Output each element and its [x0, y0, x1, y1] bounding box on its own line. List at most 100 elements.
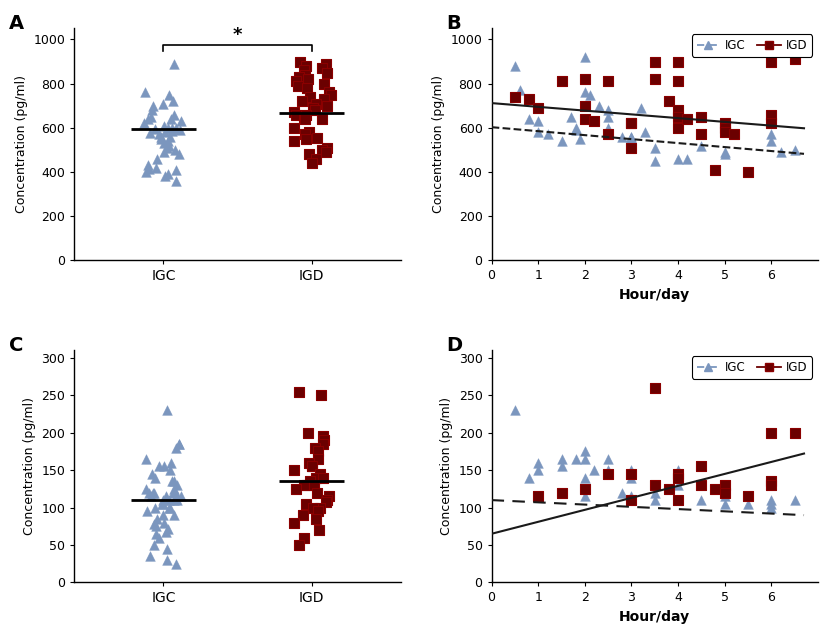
Point [167, 476, 181, 486]
Point [311, 454, 324, 464]
Point [302, 150, 316, 160]
Point [765, 118, 778, 128]
Point [149, 124, 162, 134]
Point [625, 134, 638, 144]
Point [167, 59, 181, 69]
Point [145, 105, 158, 115]
Point [307, 103, 320, 113]
Point [173, 125, 187, 135]
Y-axis label: Concentration (pg/ml): Concentration (pg/ml) [432, 75, 445, 213]
Point [290, 76, 303, 86]
Point [741, 491, 755, 502]
Point [709, 484, 722, 494]
Point [287, 107, 301, 118]
Point [522, 472, 536, 482]
Point [648, 156, 661, 166]
Point [555, 76, 568, 86]
Point [141, 114, 154, 124]
Point [765, 427, 778, 438]
Point [578, 100, 591, 111]
Point [139, 167, 152, 177]
Point [148, 502, 162, 512]
Point [157, 498, 170, 509]
Point [163, 132, 177, 142]
Point [531, 465, 545, 475]
Point [320, 495, 333, 505]
Point [161, 142, 174, 153]
Point [299, 114, 312, 124]
Point [671, 76, 685, 86]
Point [718, 150, 731, 160]
Point [300, 61, 313, 71]
Point [165, 126, 178, 136]
Point [671, 495, 685, 505]
Point [718, 118, 731, 128]
Point [292, 387, 305, 397]
Point [309, 443, 322, 453]
Point [695, 112, 708, 122]
Point [306, 158, 319, 168]
Point [671, 472, 685, 482]
Point [625, 495, 638, 505]
Point [143, 128, 157, 139]
Point [555, 136, 568, 146]
Point [765, 109, 778, 119]
Point [625, 132, 638, 142]
Point [765, 495, 778, 505]
Point [625, 118, 638, 128]
Point [531, 127, 545, 137]
Point [302, 427, 315, 438]
Point [788, 495, 801, 505]
Point [310, 488, 323, 498]
Point [625, 491, 638, 502]
Point [695, 495, 708, 505]
Point [671, 469, 685, 479]
Point [317, 439, 330, 449]
Point [671, 465, 685, 475]
Point [157, 147, 171, 157]
Point [142, 488, 156, 498]
Point [164, 114, 177, 124]
Point [522, 94, 536, 104]
Point [303, 92, 317, 102]
Point [149, 521, 162, 532]
Point [312, 446, 325, 456]
Point [149, 162, 162, 173]
Point [316, 431, 329, 442]
Point [718, 498, 731, 509]
Point [513, 85, 526, 95]
Point [162, 141, 176, 151]
Point [531, 103, 545, 113]
Point [718, 480, 731, 490]
Point [578, 114, 591, 124]
Point [578, 88, 591, 98]
Point [625, 472, 638, 482]
Point [662, 96, 676, 107]
Point [625, 132, 638, 142]
Point [157, 518, 171, 528]
Point [320, 68, 333, 78]
Point [162, 502, 176, 512]
Point [297, 112, 311, 122]
Point [555, 461, 568, 472]
Point [592, 100, 606, 111]
Point [147, 100, 160, 111]
Point [157, 461, 171, 472]
Point [161, 555, 174, 565]
Point [161, 123, 174, 133]
Point [316, 145, 329, 155]
Point [162, 89, 175, 100]
Point [317, 435, 330, 445]
Point [160, 405, 173, 415]
Point [138, 88, 152, 98]
Point [167, 109, 180, 119]
Point [601, 112, 615, 122]
Point [154, 134, 167, 144]
Point [671, 123, 685, 133]
Point [168, 145, 182, 155]
Point [170, 495, 183, 505]
Point [648, 488, 661, 498]
Point [788, 427, 801, 438]
Text: *: * [233, 26, 242, 44]
Point [718, 491, 731, 502]
